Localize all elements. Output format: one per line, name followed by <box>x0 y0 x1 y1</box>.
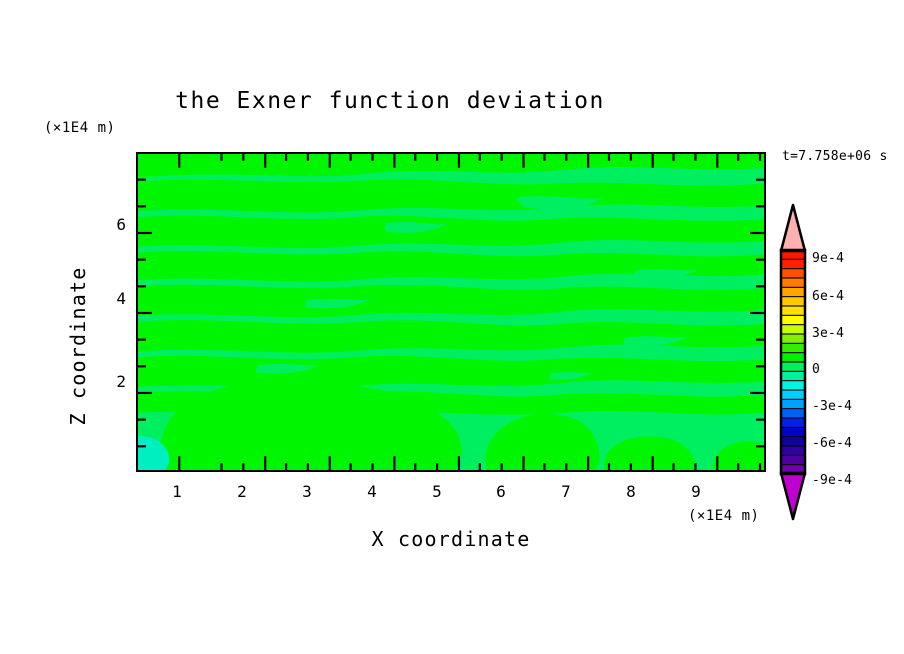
colorbar-band <box>781 446 805 456</box>
x-tick-label: 4 <box>352 482 392 501</box>
colorbar-band <box>781 287 805 297</box>
y-axis-unit-label: (×1E4 m) <box>44 120 115 136</box>
colorbar-band <box>781 353 805 363</box>
colorbar-band <box>781 455 805 465</box>
colorbar-band <box>781 297 805 307</box>
colorbar-under-cap <box>781 473 805 519</box>
colorbar-tick-label: 9e-4 <box>812 251 844 266</box>
x-tick-label: 2 <box>222 482 262 501</box>
colorbar-band <box>781 409 805 419</box>
x-tick-label: 6 <box>481 482 521 501</box>
colorbar-band <box>781 362 805 372</box>
colorbar-band <box>781 306 805 316</box>
colorbar-band <box>781 399 805 409</box>
colorbar-tick-label: -9e-4 <box>812 473 852 488</box>
x-axis-title: X coordinate <box>256 527 646 551</box>
colorbar-tick-label: 3e-4 <box>812 326 844 341</box>
colorbar-band <box>781 269 805 279</box>
colorbar-bands <box>781 250 805 475</box>
y-tick-label: 2 <box>96 372 126 391</box>
colorbar-tick-label: 6e-4 <box>812 289 844 304</box>
x-tick-label: 8 <box>611 482 651 501</box>
x-tick-label: 9 <box>676 482 716 501</box>
colorbar-band <box>781 343 805 353</box>
colorbar <box>778 203 808 521</box>
colorbar-svg <box>778 203 808 521</box>
colorbar-tick-label: 0 <box>812 362 820 377</box>
colorbar-tick-label: -3e-4 <box>812 399 852 414</box>
colorbar-band <box>781 437 805 447</box>
colorbar-band <box>781 325 805 335</box>
contour-field <box>138 154 764 470</box>
colorbar-band <box>781 381 805 391</box>
chart-title: the Exner function deviation <box>0 88 780 114</box>
colorbar-band <box>781 371 805 381</box>
contour-plot-area <box>136 152 766 472</box>
x-tick-label: 3 <box>287 482 327 501</box>
x-tick-label: 5 <box>417 482 457 501</box>
colorbar-band <box>781 418 805 428</box>
colorbar-band <box>781 259 805 269</box>
colorbar-band <box>781 315 805 325</box>
y-axis-title: Z coordinate <box>66 226 90 466</box>
colorbar-over-cap <box>781 205 805 251</box>
x-tick-label: 7 <box>546 482 586 501</box>
x-axis-unit-label: (×1E4 m) <box>688 508 759 524</box>
colorbar-band <box>781 334 805 344</box>
colorbar-band <box>781 278 805 288</box>
y-tick-label: 6 <box>96 215 126 234</box>
x-tick-label: 1 <box>157 482 197 501</box>
y-tick-label: 4 <box>96 289 126 308</box>
colorbar-tick-label: -6e-4 <box>812 436 852 451</box>
colorbar-band <box>781 427 805 437</box>
timestamp-annotation: t=7.758e+06 s <box>782 149 888 164</box>
colorbar-band <box>781 390 805 400</box>
